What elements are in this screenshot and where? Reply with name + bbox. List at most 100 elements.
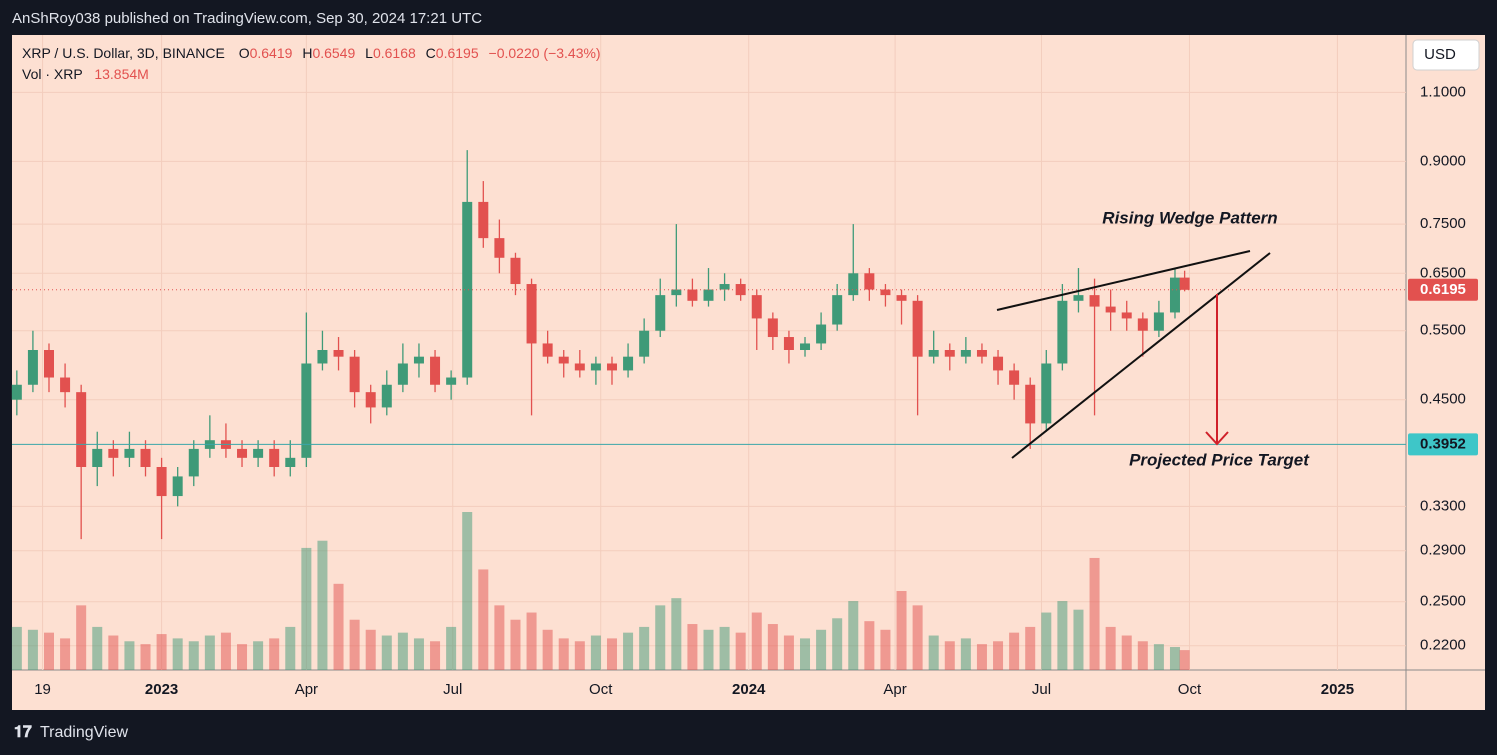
volume-bar [816,629,827,670]
candle-body [1009,370,1020,385]
ohlc-value: 0.6419 [250,45,293,61]
volume-bar [1073,609,1084,670]
currency[interactable]: USD [1424,46,1456,63]
candle-body [1057,300,1068,364]
candle-body [494,238,505,258]
volume-bar [140,644,151,670]
volume-bar [1089,557,1100,670]
candle-body [526,284,537,344]
candle-body [944,350,955,357]
volume-bar [430,641,441,670]
candle-body [43,350,54,378]
volume-bar [1009,632,1020,670]
volume-bar [253,641,264,670]
candle-body [671,289,682,296]
y-tick-label: 0.7500 [1420,215,1466,232]
x-tick-label: Oct [1178,681,1202,698]
candle-body [11,384,22,400]
target-arrow-head [1205,431,1229,446]
volume-bar [687,624,698,670]
volume-value: 13.854M [94,66,148,82]
x-tick-label: 2024 [732,681,766,698]
volume-bar [1041,612,1052,670]
volume-bar [655,605,666,670]
volume-bar [606,638,617,670]
candle-body [928,350,939,357]
candle-body [285,457,296,468]
candle-body [140,448,151,468]
volume-bar [976,644,987,670]
volume-bar [671,598,682,670]
candle-body [1105,306,1116,313]
candle-body [478,201,489,239]
y-tick-label: 0.2900 [1420,542,1466,559]
volume-pane [11,512,1190,670]
volume-bar [896,591,907,670]
volume-bar [623,632,634,670]
volume-bar [639,626,650,670]
volume-bar [365,629,376,670]
ohlc-letter: C [426,45,436,61]
volume-bar [301,547,312,670]
candle-body [269,448,280,468]
volume-bar [1169,647,1180,670]
candle-body [510,257,521,285]
legend-header: XRP / U.S. Dollar, 3D, BINANCE O0.6419 H… [22,45,601,61]
annotation: Rising Wedge Pattern [1102,208,1277,227]
candle-body [253,448,264,458]
currency-box[interactable] [1412,39,1480,71]
candle-body [639,330,650,357]
volume-bar [381,635,392,670]
volume-bar [285,626,296,670]
volume-bar [317,540,328,670]
ohlc-letter: O [239,45,250,61]
volume-bar [124,641,135,670]
volume-bar [349,619,360,670]
candle-body [333,350,344,357]
volume-bar [1121,635,1132,670]
candle-body [1169,277,1180,313]
candle-body [800,343,811,351]
volume-bar [944,641,955,670]
candle-body [365,392,376,408]
volume-bar [60,638,71,670]
volume-bar [11,626,22,670]
ohlc-letter: H [302,45,312,61]
y-tick-label: 0.6500 [1420,264,1466,281]
candle-body [188,448,199,477]
volume-bar [76,605,87,670]
overlays: 0.6195 0.3952 [12,278,1478,456]
volume-bar [413,638,424,670]
candle-body [317,350,328,364]
last-price-label: 0.6195 [1420,281,1466,298]
candle-body [848,273,859,296]
x-tick-label: Apr [883,681,906,698]
volume-bar [92,626,103,670]
candles [11,150,1190,540]
volume-bar [1179,650,1190,670]
candle-body [108,448,119,458]
candle-body [1121,312,1132,319]
candle-body [590,363,601,371]
candle-body [880,289,891,296]
candle-body [1089,295,1100,307]
candle-body [1179,277,1190,290]
y-tick-label: 0.2200 [1420,637,1466,654]
volume-bar [1025,626,1036,670]
candle-body [574,363,585,371]
candle-body [413,356,424,364]
volume-bar [204,635,215,670]
candle-body [993,356,1004,371]
candle-body [1153,312,1164,331]
candle-body [542,343,553,357]
volume-bar [703,629,714,670]
candle-body [1137,318,1148,331]
candle-body [703,289,714,301]
volume-bar [928,635,939,670]
volume-bar [333,583,344,670]
candle-body [397,363,408,385]
volume-bar [478,569,489,670]
volume-bar [108,635,119,670]
volume-bar [172,638,183,670]
y-tick-label: 0.9000 [1420,152,1466,169]
